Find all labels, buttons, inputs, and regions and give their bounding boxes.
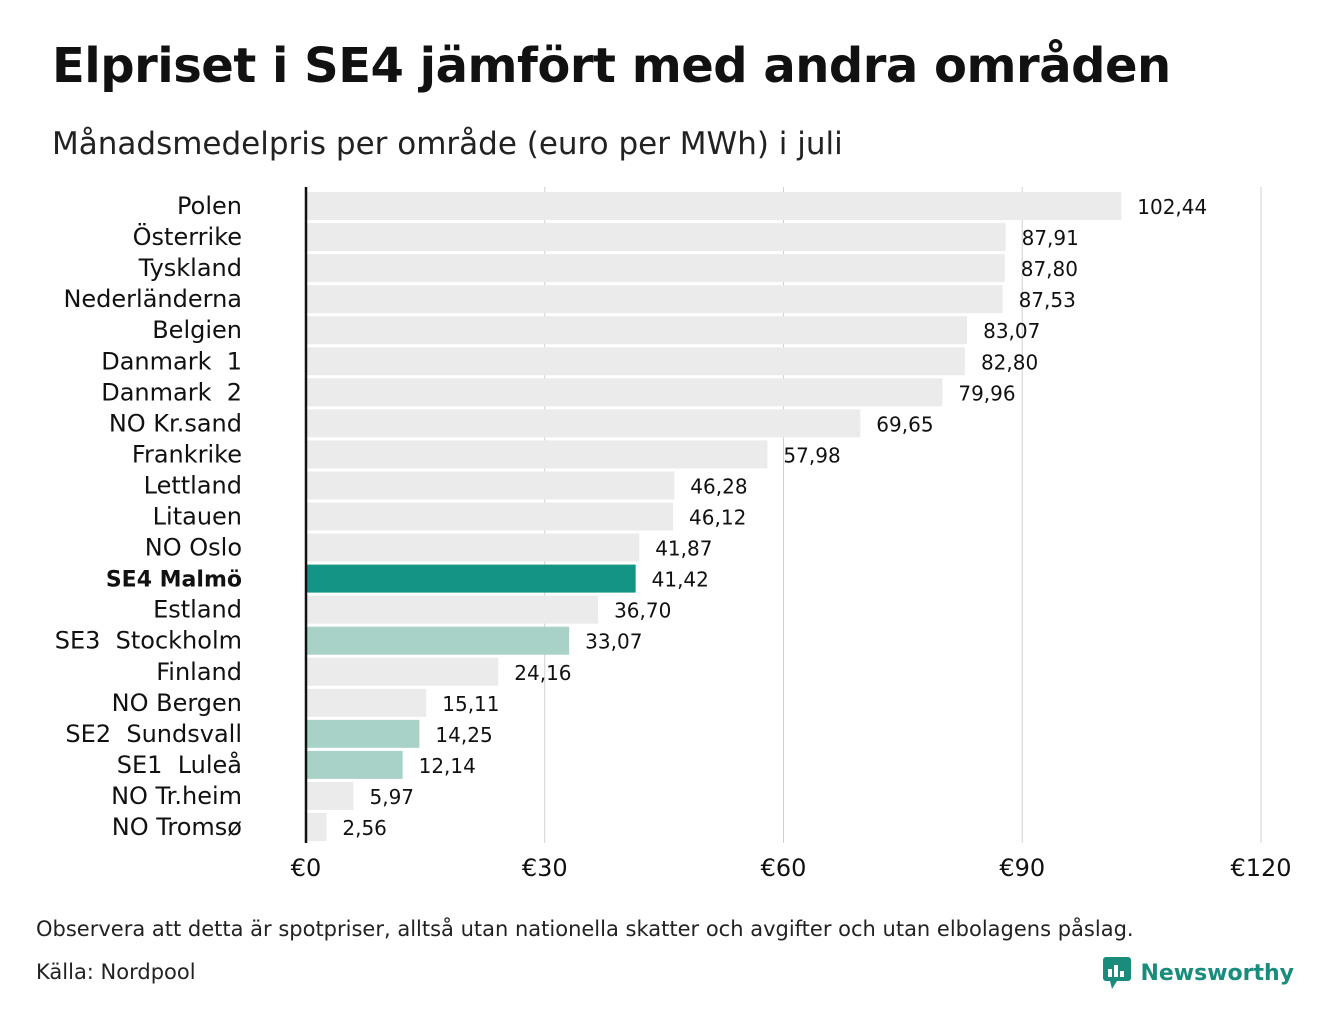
bar [306,564,636,593]
category-label: Belgien [152,316,242,344]
value-label: 87,91 [1022,226,1079,250]
value-label: 12,14 [419,754,476,778]
brand-logo: Newsworthy [1102,956,1294,990]
value-label: 2,56 [342,816,387,840]
x-tick-label: €120 [1230,854,1291,882]
bar [306,813,327,841]
bar [306,254,1005,283]
bar [306,440,768,469]
bar [306,533,640,562]
bar [306,595,599,624]
category-label: Danmark 2 [101,378,242,406]
bar [306,192,1122,220]
bar [306,409,861,438]
x-tick-label: €90 [999,854,1045,882]
category-label: Nederländerna [63,285,242,313]
bar [306,223,1006,252]
x-tick-label: €0 [291,854,322,882]
source-text: Källa: Nordpool [36,960,196,984]
bar [306,502,674,531]
category-label: Lettland [144,471,242,499]
value-label: 79,96 [958,381,1015,405]
value-label: 15,11 [442,692,499,716]
category-label: Frankrike [132,440,242,468]
bar [306,719,420,748]
bar [306,750,403,779]
category-label: NO Oslo [145,534,242,562]
bar [306,626,570,655]
value-label: 46,12 [689,506,746,530]
bar-chart: Polen 102,44 Österrike 87,91 Tyskland 87,80 Ne… [55,187,1292,882]
category-label: NO Tromsø [112,813,242,841]
category-label: NO Kr.sand [109,409,242,437]
value-label: 82,80 [981,350,1038,374]
bar [306,347,965,376]
bar [306,657,499,686]
category-label: Danmark 1 [101,347,242,375]
value-label: 102,44 [1137,195,1207,219]
category-label: SE1 Luleå [117,750,242,779]
chart-title: Elpriset i SE4 jämfört med andra områden [52,38,1171,94]
category-label: Polen [177,192,242,220]
bar [306,781,354,810]
footnote: Observera att detta är spotpriser, allts… [36,917,1134,941]
x-tick-label: €60 [761,854,807,882]
value-label: 87,80 [1021,257,1078,281]
bar [306,471,675,500]
category-label: SE4 Malmö [106,568,242,593]
value-label: 41,42 [652,568,709,592]
bar [306,285,1003,314]
value-label: 14,25 [435,723,492,747]
category-label: Litauen [153,503,242,531]
x-tick-label: €30 [522,854,568,882]
category-label: Tyskland [138,254,242,282]
bar [306,378,943,407]
value-label: 24,16 [514,661,571,685]
value-label: 57,98 [783,443,840,467]
brand-name: Newsworthy [1140,960,1294,986]
category-label: Estland [153,596,242,624]
category-label: Finland [156,658,242,686]
value-label: 46,28 [690,474,747,498]
value-label: 69,65 [876,412,933,436]
value-label: 5,97 [370,785,415,809]
bar [306,688,427,717]
value-label: 33,07 [585,630,642,654]
category-label: NO Bergen [112,689,242,717]
value-label: 41,87 [655,537,712,561]
category-label: Österrike [133,222,242,251]
bar [306,316,968,345]
value-label: 83,07 [983,319,1040,343]
category-label: SE2 Sundsvall [65,720,242,748]
newsworthy-logo-icon [1103,957,1132,989]
category-label: SE3 Stockholm [55,627,242,655]
value-label: 87,53 [1019,288,1076,312]
chart-subtitle: Månadsmedelpris per område (euro per MWh… [52,126,843,162]
category-label: NO Tr.heim [111,782,242,810]
value-label: 36,70 [614,599,671,623]
